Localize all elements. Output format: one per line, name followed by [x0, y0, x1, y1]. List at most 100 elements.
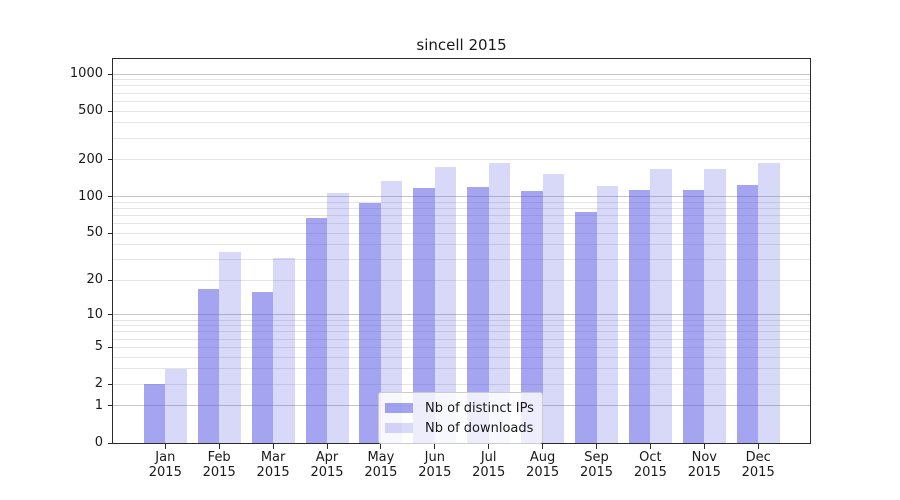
- y-tick-label: 2: [94, 376, 103, 392]
- x-tick-month: Aug: [529, 450, 556, 465]
- y-tick: [108, 346, 113, 348]
- minor-gridline: [113, 214, 810, 216]
- x-tick: [649, 444, 651, 449]
- x-tick-month: Mar: [260, 450, 286, 465]
- x-tick: [164, 444, 166, 449]
- y-tick: [108, 383, 113, 385]
- bar-downloads-jul: [488, 162, 511, 443]
- x-tick-label: Nov 2015: [672, 450, 736, 480]
- y-tick: [108, 442, 113, 444]
- bar-ips-jan: [143, 384, 166, 443]
- minor-gridline: [113, 356, 810, 358]
- minor-gridline: [113, 79, 810, 81]
- x-tick-label: May 2015: [349, 450, 413, 480]
- x-tick-label: Apr 2015: [295, 450, 359, 480]
- y-tick-label: 50: [86, 225, 103, 241]
- y-tick-label: 1: [94, 397, 103, 413]
- bar-ips-dec: [736, 184, 759, 443]
- minor-gridline: [113, 279, 810, 281]
- x-tick-month: May: [367, 450, 395, 465]
- y-tick-label: 500: [78, 103, 103, 119]
- bar-ips-aug: [521, 191, 543, 443]
- x-tick-label: Aug 2015: [511, 450, 575, 480]
- bar-ips-sep: [575, 211, 597, 443]
- x-tick-month: Nov: [691, 450, 717, 465]
- major-gridline: [113, 314, 810, 316]
- x-tick: [596, 444, 597, 449]
- x-tick: [380, 444, 382, 449]
- legend-label-downloads: Nb of downloads: [425, 420, 534, 436]
- minor-gridline: [113, 159, 810, 161]
- bar-ips-apr: [305, 218, 327, 443]
- y-tick-label: 100: [78, 188, 103, 204]
- minor-gridline: [113, 368, 810, 370]
- y-tick-label: 200: [78, 151, 103, 167]
- chart-title: sincell 2015: [416, 36, 507, 54]
- bar-downloads-mar: [273, 257, 295, 443]
- bar-ips-jun: [413, 188, 435, 443]
- legend-row-downloads: Nb of downloads: [385, 418, 534, 438]
- minor-gridline: [113, 201, 810, 203]
- x-tick-month: Jun: [424, 450, 445, 465]
- minor-gridline: [113, 325, 810, 327]
- y-tick: [108, 314, 113, 316]
- minor-gridline: [113, 383, 810, 385]
- x-tick-year: 2015: [418, 465, 452, 480]
- y-tick: [108, 405, 113, 407]
- x-tick-label: Jul 2015: [457, 450, 521, 480]
- bar-downloads-dec: [758, 162, 780, 443]
- minor-gridline: [113, 100, 810, 102]
- minor-gridline: [113, 259, 810, 261]
- y-tick: [108, 196, 113, 198]
- x-tick-label: Oct 2015: [618, 450, 682, 480]
- minor-gridline: [113, 331, 810, 333]
- minor-gridline: [113, 122, 810, 124]
- legend-swatch-downloads: [385, 423, 413, 433]
- x-tick-label: Sep 2015: [565, 450, 629, 480]
- x-tick-month: Jul: [480, 450, 497, 465]
- y-tick-label: 1000: [69, 66, 103, 82]
- minor-gridline: [113, 338, 810, 340]
- x-tick-month: Feb: [207, 450, 231, 465]
- minor-gridline: [113, 85, 810, 87]
- x-tick: [542, 444, 544, 449]
- minor-gridline: [113, 346, 810, 348]
- y-tick-label: 10: [86, 306, 103, 322]
- x-tick-month: Sep: [584, 450, 609, 465]
- x-tick-year: 2015: [526, 465, 560, 480]
- bar-ips-may: [359, 203, 381, 443]
- major-gridline: [113, 196, 810, 198]
- minor-gridline: [113, 92, 810, 94]
- bar-downloads-sep: [596, 186, 618, 443]
- x-tick-month: Oct: [639, 450, 662, 465]
- x-tick: [488, 444, 490, 449]
- x-tick-label: Jun 2015: [403, 450, 467, 480]
- x-tick-year: 2015: [741, 465, 775, 480]
- x-tick: [703, 444, 705, 449]
- bar-downloads-aug: [542, 174, 565, 443]
- y-tick: [108, 279, 113, 281]
- legend-label-ips: Nb of distinct IPs: [425, 400, 534, 416]
- bar-ips-oct: [628, 190, 651, 443]
- major-gridline: [113, 73, 810, 75]
- y-tick: [108, 73, 113, 75]
- x-tick-label: Jan 2015: [133, 450, 197, 480]
- x-tick-month: Jan: [155, 450, 176, 465]
- minor-gridline: [113, 110, 810, 112]
- x-tick: [434, 444, 436, 449]
- x-tick-label: Dec 2015: [726, 450, 790, 480]
- x-tick-year: 2015: [579, 465, 614, 480]
- legend-row-ips: Nb of distinct IPs: [385, 398, 534, 418]
- bar-ips-nov: [682, 190, 705, 443]
- y-tick-label: 0: [94, 435, 103, 450]
- y-tick-label: 5: [94, 339, 103, 355]
- y-tick: [108, 232, 113, 234]
- plot-area: [112, 58, 811, 444]
- legend: Nb of distinct IPs Nb of downloads: [378, 392, 543, 444]
- x-tick-year: 2015: [364, 465, 398, 480]
- bar-downloads-jun: [434, 167, 457, 443]
- minor-gridline: [113, 319, 810, 321]
- x-tick-month: Dec: [745, 450, 771, 465]
- minor-gridline: [113, 222, 810, 224]
